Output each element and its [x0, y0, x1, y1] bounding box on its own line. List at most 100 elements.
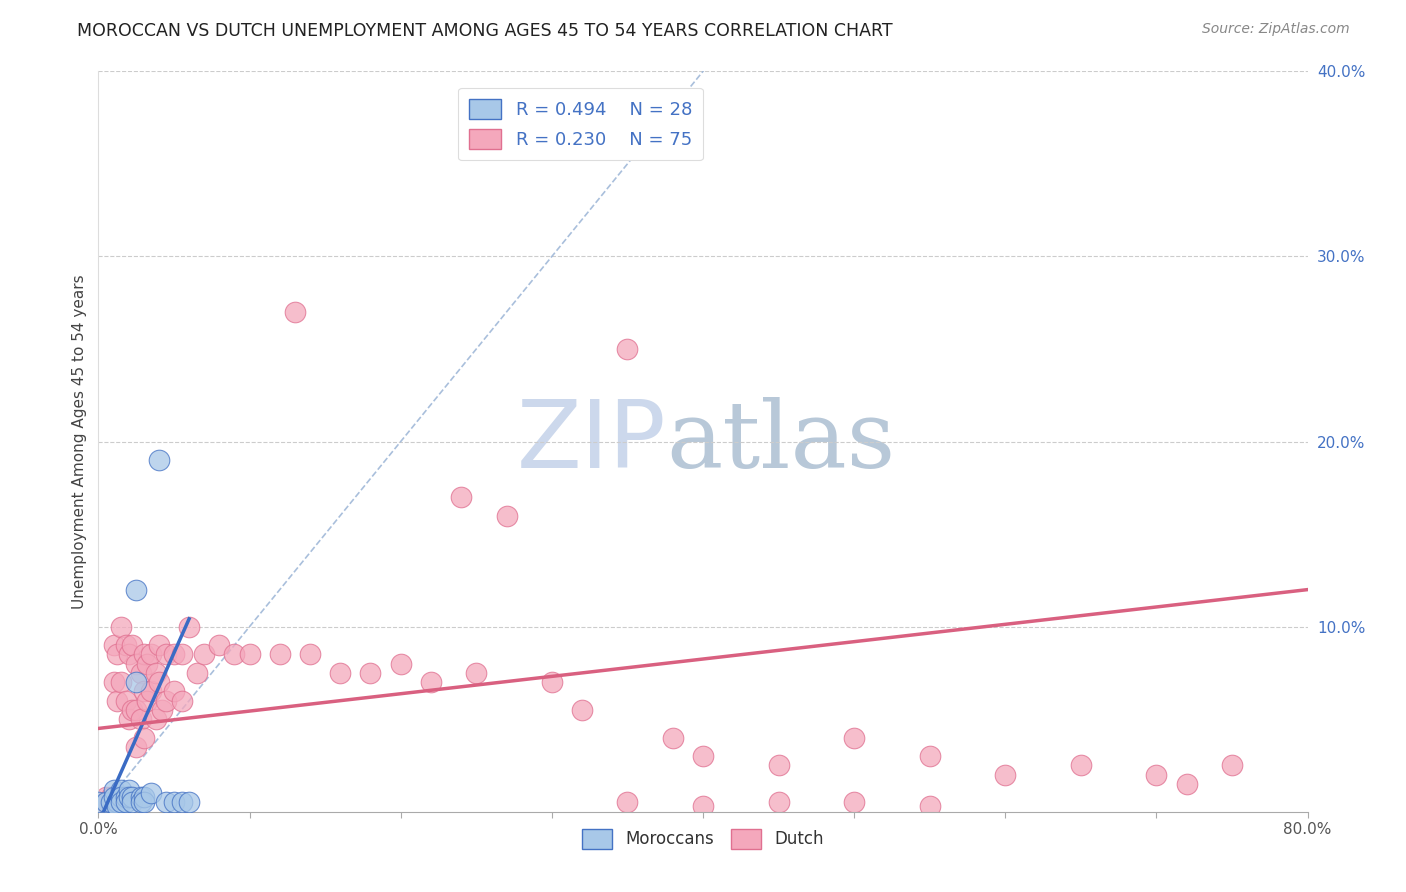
Point [616, 796, 638, 810]
Point [616, 342, 638, 356]
Point [121, 796, 143, 810]
Point [114, 796, 136, 810]
Point [179, 619, 201, 633]
Point [163, 648, 186, 662]
Point [224, 648, 246, 662]
Point [94, 796, 117, 810]
Point [148, 638, 170, 652]
Point [768, 758, 790, 772]
Point [118, 712, 141, 726]
Point [540, 675, 562, 690]
Point [105, 648, 128, 662]
Point [132, 796, 155, 810]
Point [208, 638, 231, 652]
Point [129, 665, 152, 680]
Point [114, 694, 136, 708]
Point [132, 684, 155, 698]
Point [571, 703, 593, 717]
Point [150, 703, 173, 717]
Point [121, 703, 143, 717]
Point [145, 665, 167, 680]
Point [135, 657, 157, 671]
Point [125, 657, 148, 671]
Point [1144, 767, 1167, 781]
Point [114, 638, 136, 652]
Point [125, 675, 148, 690]
Point [129, 796, 152, 810]
Point [105, 799, 128, 814]
Point [186, 665, 208, 680]
Point [329, 665, 352, 680]
Point [110, 619, 132, 633]
Point [118, 782, 141, 797]
Point [87, 796, 110, 810]
Y-axis label: Unemployment Among Ages 45 to 54 years: Unemployment Among Ages 45 to 54 years [72, 274, 87, 609]
Point [94, 789, 117, 804]
Point [450, 490, 472, 504]
Point [87, 799, 110, 814]
Point [100, 796, 122, 810]
Point [170, 796, 193, 810]
Point [118, 648, 141, 662]
Point [1220, 758, 1243, 772]
Point [103, 782, 125, 797]
Point [155, 796, 177, 810]
Point [299, 648, 322, 662]
Point [360, 665, 382, 680]
Point [148, 453, 170, 467]
Point [103, 675, 125, 690]
Point [692, 749, 714, 764]
Point [141, 648, 163, 662]
Point [1175, 777, 1198, 791]
Text: MOROCCAN VS DUTCH UNEMPLOYMENT AMONG AGES 45 TO 54 YEARS CORRELATION CHART: MOROCCAN VS DUTCH UNEMPLOYMENT AMONG AGE… [77, 22, 893, 40]
Point [269, 648, 291, 662]
Point [132, 731, 155, 745]
Point [118, 789, 141, 804]
Point [141, 786, 163, 800]
Point [135, 694, 157, 708]
Point [692, 799, 714, 814]
Point [155, 648, 177, 662]
Point [163, 796, 186, 810]
Point [994, 767, 1017, 781]
Point [768, 796, 790, 810]
Point [129, 789, 152, 804]
Point [844, 796, 866, 810]
Text: atlas: atlas [666, 397, 896, 486]
Point [132, 648, 155, 662]
Point [94, 796, 117, 810]
Point [163, 684, 186, 698]
Point [918, 749, 941, 764]
Point [155, 694, 177, 708]
Point [284, 305, 307, 319]
Point [105, 796, 128, 810]
Point [103, 789, 125, 804]
Point [125, 739, 148, 754]
Point [110, 789, 132, 804]
Point [1070, 758, 1092, 772]
Point [389, 657, 412, 671]
Point [844, 731, 866, 745]
Point [121, 638, 143, 652]
Point [114, 789, 136, 804]
Point [179, 796, 201, 810]
Point [145, 712, 167, 726]
Point [105, 694, 128, 708]
Point [100, 789, 122, 804]
Point [87, 796, 110, 810]
Point [170, 648, 193, 662]
Text: Source: ZipAtlas.com: Source: ZipAtlas.com [1202, 22, 1350, 37]
Point [103, 638, 125, 652]
Point [141, 684, 163, 698]
Point [125, 703, 148, 717]
Text: ZIP: ZIP [517, 395, 666, 488]
Point [129, 712, 152, 726]
Point [495, 508, 517, 523]
Point [103, 796, 125, 810]
Legend: Moroccans, Dutch: Moroccans, Dutch [575, 822, 831, 855]
Point [661, 731, 683, 745]
Point [110, 796, 132, 810]
Point [420, 675, 443, 690]
Point [110, 675, 132, 690]
Point [121, 789, 143, 804]
